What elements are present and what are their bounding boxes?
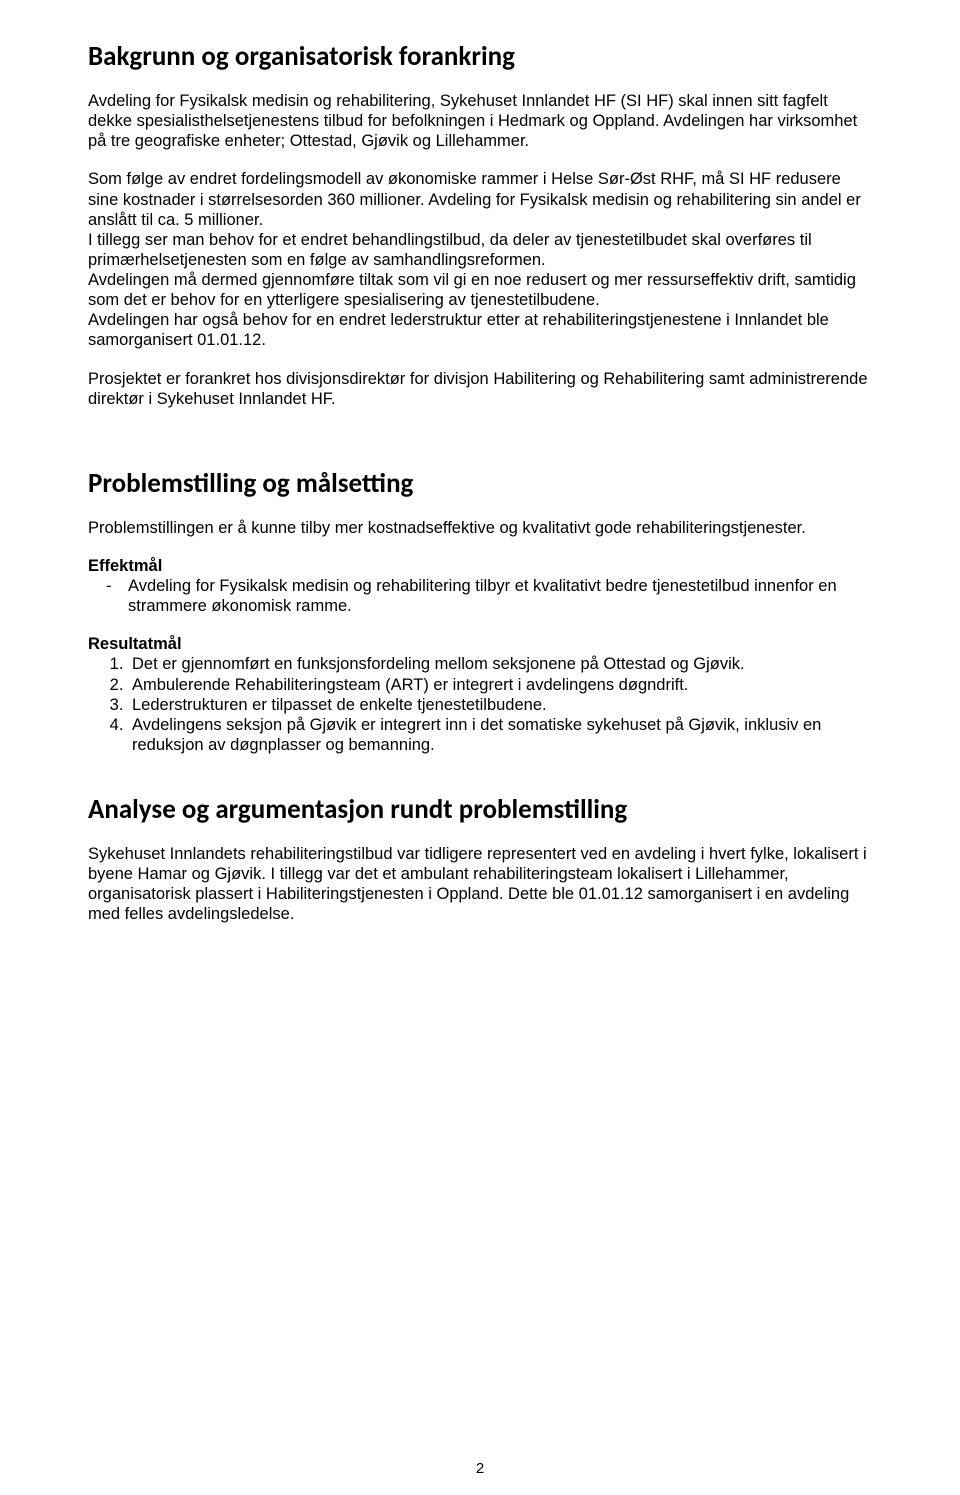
paragraph: Prosjektet er forankret hos divisjonsdir… [88, 369, 872, 409]
heading-bakgrunn: Bakgrunn og organisatorisk forankring [88, 40, 872, 73]
paragraph: Som følge av endret fordelingsmodell av … [88, 169, 872, 350]
list-item: Det er gjennomført en funksjonsfordeling… [128, 654, 872, 674]
paragraph: Sykehuset Innlandets rehabiliteringstilb… [88, 844, 872, 925]
heading-analyse: Analyse og argumentasjon rundt problemst… [88, 793, 872, 826]
list-resultatmal: Det er gjennomført en funksjonsfordeling… [88, 654, 872, 755]
list-item: Avdelingens seksjon på Gjøvik er integre… [128, 715, 872, 755]
list-item: Ambulerende Rehabiliteringsteam (ART) er… [128, 675, 872, 695]
list-effektmal: Avdeling for Fysikalsk medisin og rehabi… [88, 576, 872, 616]
label-effektmal: Effektmål [88, 556, 872, 576]
paragraph: Problemstillingen er å kunne tilby mer k… [88, 518, 872, 538]
paragraph: Avdeling for Fysikalsk medisin og rehabi… [88, 91, 872, 151]
list-item: Lederstrukturen er tilpasset de enkelte … [128, 695, 872, 715]
label-resultatmal: Resultatmål [88, 634, 872, 654]
page-number: 2 [0, 1460, 960, 1477]
list-item: Avdeling for Fysikalsk medisin og rehabi… [128, 576, 872, 616]
document-page: Bakgrunn og organisatorisk forankring Av… [0, 0, 960, 1495]
heading-problemstilling: Problemstilling og målsetting [88, 467, 872, 500]
